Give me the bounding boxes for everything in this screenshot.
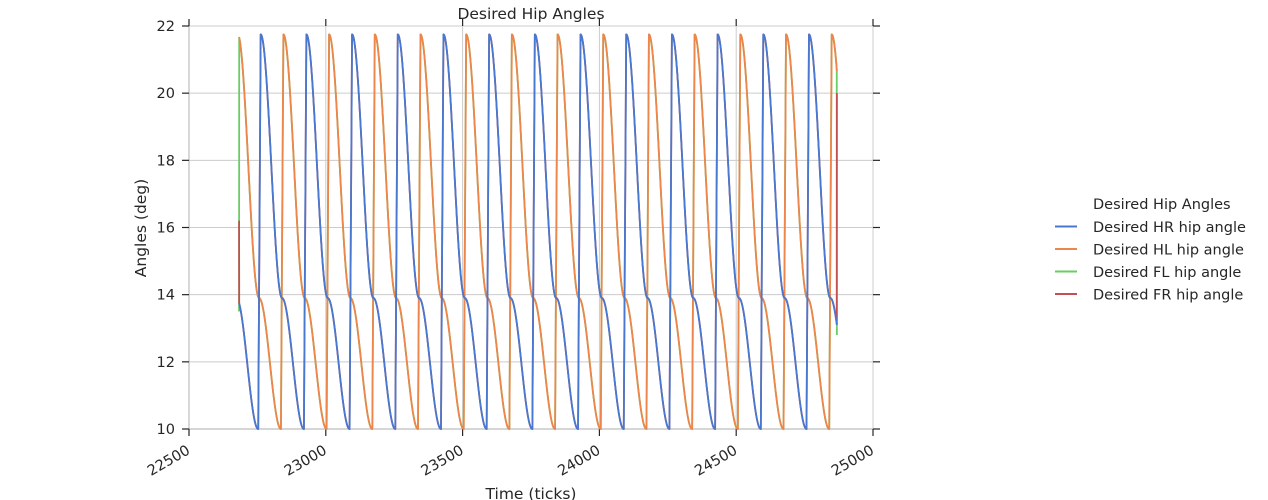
- legend-title: Desired Hip Angles: [1093, 197, 1231, 213]
- y-tick-label: 12: [157, 355, 175, 371]
- chart-title: Desired Hip Angles: [457, 5, 604, 23]
- y-tick-label: 14: [157, 288, 175, 304]
- legend-label-desired-fl-hip-angle: Desired FL hip angle: [1093, 265, 1241, 281]
- x-tick-label: 23500: [419, 443, 467, 480]
- legend: Desired Hip Angles Desired HR hip angle D…: [1055, 197, 1246, 304]
- y-tick-label: 20: [157, 86, 175, 102]
- x-tick-label: 23000: [282, 443, 330, 480]
- y-tick-label: 16: [157, 221, 175, 237]
- series-lines: [238, 33, 838, 430]
- y-axis-label: Angles (deg): [132, 179, 150, 277]
- legend-label-desired-hl-hip-angle: Desired HL hip angle: [1093, 243, 1244, 259]
- legend-label-desired-fr-hip-angle: Desired FR hip angle: [1093, 288, 1243, 304]
- series-line-desired-hr-hip-angle: [238, 33, 838, 430]
- x-axis-label: Time (ticks): [485, 485, 577, 500]
- y-tick-label: 22: [157, 19, 175, 35]
- y-tick-label: 18: [157, 153, 175, 169]
- legend-label-desired-hr-hip-angle: Desired HR hip angle: [1093, 220, 1246, 236]
- x-tick-label: 25000: [829, 443, 877, 480]
- x-tick-label: 24000: [555, 443, 603, 480]
- x-tick-label: 24500: [692, 443, 740, 480]
- x-tick-label: 22500: [145, 443, 193, 480]
- y-tick-label: 10: [157, 422, 175, 438]
- series-line-desired-hl-hip-angle: [238, 33, 838, 430]
